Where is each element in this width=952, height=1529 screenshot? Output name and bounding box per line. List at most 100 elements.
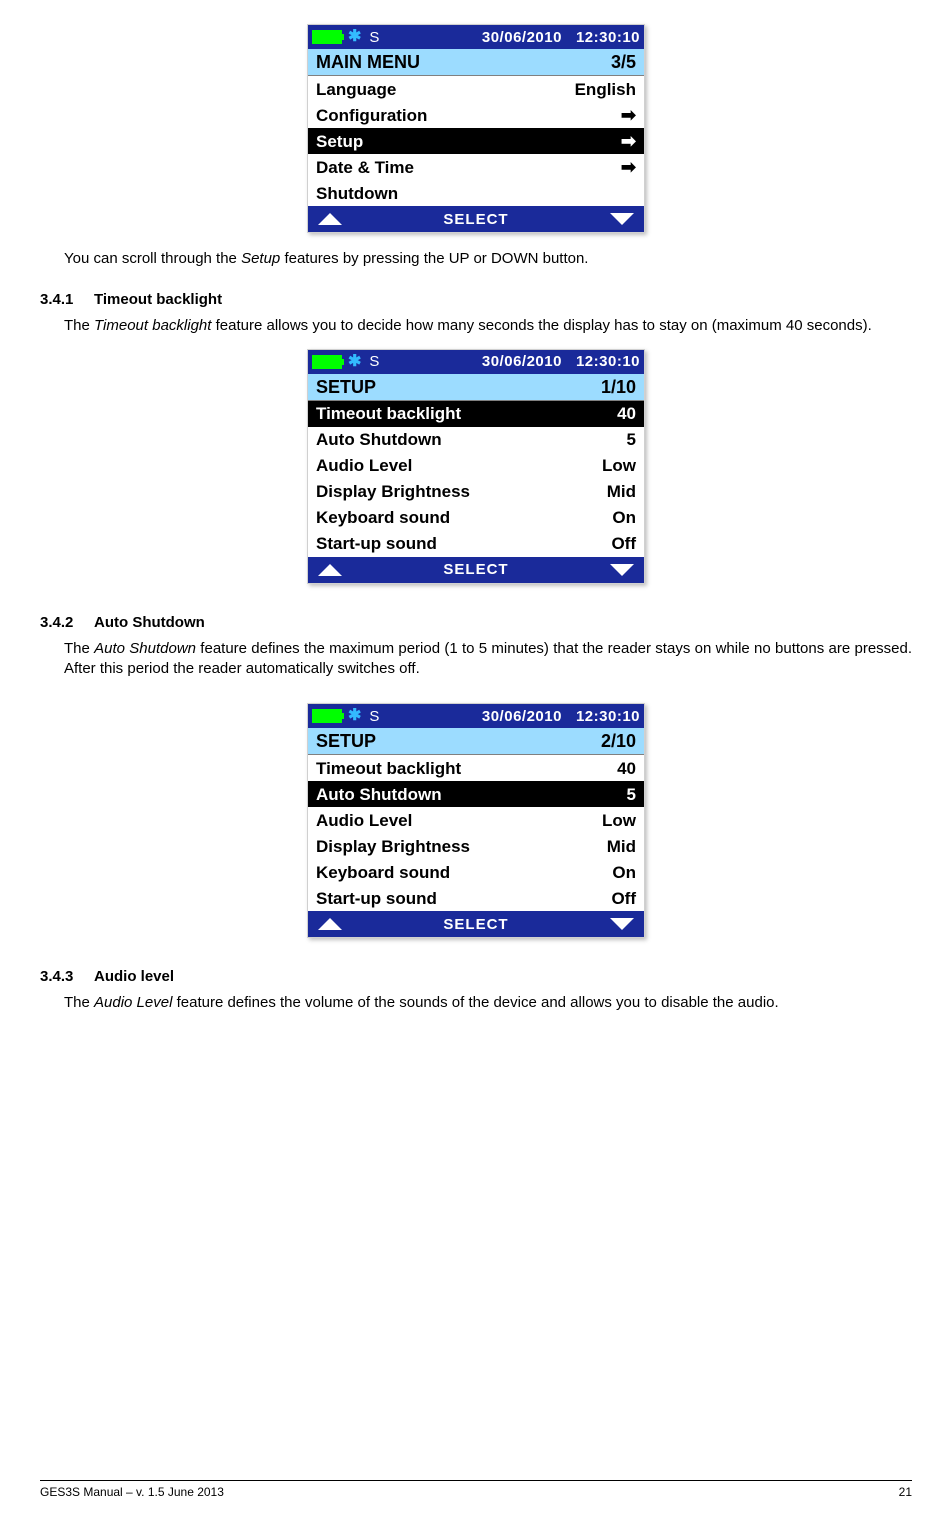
menu-row[interactable]: Timeout backlight 40 [308, 755, 644, 781]
menu-row[interactable]: Start-up sound Off [308, 885, 644, 911]
menu-row[interactable]: Keyboard sound On [308, 859, 644, 885]
nav-bar: SELECT [308, 911, 644, 937]
status-date: 30/06/2010 [482, 354, 562, 369]
screen-title: SETUP [316, 732, 376, 750]
status-mode: S [369, 30, 379, 45]
menu-value: Off [611, 535, 636, 552]
bluetooth-icon: ✱ [348, 708, 361, 724]
menu-body: Timeout backlight 40 Auto Shutdown 5 Aud… [308, 754, 644, 911]
screen-title: MAIN MENU [316, 53, 420, 71]
status-time: 12:30:10 [576, 354, 640, 369]
status-time: 12:30:10 [576, 30, 640, 45]
select-button[interactable]: SELECT [443, 562, 508, 577]
menu-label: Timeout backlight [316, 760, 461, 777]
menu-value: Off [611, 890, 636, 907]
submenu-arrow-icon: ➡ [621, 132, 636, 150]
device-screen: ✱ S 30/06/2010 12:30:10 SETUP 1/10 Timeo… [307, 349, 645, 584]
paragraph-timeout: The Timeout backlight feature allows you… [64, 316, 912, 336]
menu-body: Timeout backlight 40 Auto Shutdown 5 Aud… [308, 400, 644, 557]
screen-title-bar: SETUP 1/10 [308, 374, 644, 400]
menu-row[interactable]: Configuration ➡ [308, 102, 644, 128]
paragraph-audio-level: The Audio Level feature defines the volu… [64, 993, 912, 1013]
menu-row[interactable]: Language English [308, 76, 644, 102]
menu-body: Language English Configuration ➡ Setup ➡… [308, 75, 644, 206]
status-bar: ✱ S 30/06/2010 12:30:10 [308, 350, 644, 374]
menu-value: 5 [627, 786, 636, 803]
menu-row-selected[interactable]: Timeout backlight 40 [308, 401, 644, 427]
up-button-icon[interactable] [318, 918, 342, 930]
screen-title-bar: MAIN MENU 3/5 [308, 49, 644, 75]
screen-title: SETUP [316, 378, 376, 396]
menu-label: Auto Shutdown [316, 786, 442, 803]
down-button-icon[interactable] [610, 918, 634, 930]
paragraph-auto-shutdown: The Auto Shutdown feature defines the ma… [64, 639, 912, 680]
up-button-icon[interactable] [318, 213, 342, 225]
menu-value: Mid [607, 483, 636, 500]
menu-value: On [612, 509, 636, 526]
status-time: 12:30:10 [576, 709, 640, 724]
up-button-icon[interactable] [318, 564, 342, 576]
footer-left: GES3S Manual – v. 1.5 June 2013 [40, 1485, 224, 1499]
menu-value: 40 [617, 760, 636, 777]
menu-value: 40 [617, 405, 636, 422]
screenshot-setup-1: ✱ S 30/06/2010 12:30:10 SETUP 1/10 Timeo… [40, 349, 912, 584]
screen-page: 2/10 [601, 732, 636, 750]
status-bar: ✱ S 30/06/2010 12:30:10 [308, 704, 644, 728]
menu-label: Audio Level [316, 457, 412, 474]
status-mode: S [369, 354, 379, 369]
device-screen: ✱ S 30/06/2010 12:30:10 MAIN MENU 3/5 La… [307, 24, 645, 233]
status-date: 30/06/2010 [482, 709, 562, 724]
menu-label: Timeout backlight [316, 405, 461, 422]
menu-label: Display Brightness [316, 483, 470, 500]
menu-row[interactable]: Keyboard sound On [308, 505, 644, 531]
menu-row[interactable]: Audio Level Low [308, 453, 644, 479]
menu-value: English [575, 81, 636, 98]
bluetooth-icon: ✱ [348, 354, 361, 370]
heading-auto-shutdown: 3.4.2Auto Shutdown [40, 614, 912, 631]
submenu-arrow-icon: ➡ [621, 106, 636, 124]
menu-label: Start-up sound [316, 535, 437, 552]
menu-value: On [612, 864, 636, 881]
screen-title-bar: SETUP 2/10 [308, 728, 644, 754]
menu-label: Display Brightness [316, 838, 470, 855]
menu-label: Start-up sound [316, 890, 437, 907]
menu-row[interactable]: Display Brightness Mid [308, 833, 644, 859]
battery-icon [312, 30, 342, 44]
menu-row[interactable]: Display Brightness Mid [308, 479, 644, 505]
bluetooth-icon: ✱ [348, 29, 361, 45]
nav-bar: SELECT [308, 557, 644, 583]
menu-label: Shutdown [316, 185, 398, 202]
select-button[interactable]: SELECT [443, 212, 508, 227]
screen-page: 1/10 [601, 378, 636, 396]
menu-value: 5 [627, 431, 636, 448]
menu-label: Setup [316, 133, 363, 150]
menu-row[interactable]: Date & Time ➡ [308, 154, 644, 180]
menu-label: Keyboard sound [316, 509, 450, 526]
battery-icon [312, 709, 342, 723]
menu-value: Low [602, 812, 636, 829]
device-screen: ✱ S 30/06/2010 12:30:10 SETUP 2/10 Timeo… [307, 703, 645, 938]
menu-label: Auto Shutdown [316, 431, 442, 448]
screenshot-setup-2: ✱ S 30/06/2010 12:30:10 SETUP 2/10 Timeo… [40, 703, 912, 938]
menu-row[interactable]: Start-up sound Off [308, 531, 644, 557]
status-bar: ✱ S 30/06/2010 12:30:10 [308, 25, 644, 49]
menu-label: Date & Time [316, 159, 414, 176]
menu-label: Keyboard sound [316, 864, 450, 881]
menu-row[interactable]: Shutdown [308, 180, 644, 206]
menu-row-selected[interactable]: Setup ➡ [308, 128, 644, 154]
heading-timeout-backlight: 3.4.1Timeout backlight [40, 291, 912, 308]
screenshot-main-menu: ✱ S 30/06/2010 12:30:10 MAIN MENU 3/5 La… [40, 24, 912, 233]
menu-row[interactable]: Auto Shutdown 5 [308, 427, 644, 453]
footer-page-number: 21 [899, 1485, 912, 1499]
menu-value: Mid [607, 838, 636, 855]
status-mode: S [369, 709, 379, 724]
menu-row[interactable]: Audio Level Low [308, 807, 644, 833]
battery-icon [312, 355, 342, 369]
menu-label: Language [316, 81, 396, 98]
down-button-icon[interactable] [610, 213, 634, 225]
menu-row-selected[interactable]: Auto Shutdown 5 [308, 781, 644, 807]
select-button[interactable]: SELECT [443, 917, 508, 932]
manual-page: ✱ S 30/06/2010 12:30:10 MAIN MENU 3/5 La… [0, 0, 952, 1529]
submenu-arrow-icon: ➡ [621, 158, 636, 176]
down-button-icon[interactable] [610, 564, 634, 576]
